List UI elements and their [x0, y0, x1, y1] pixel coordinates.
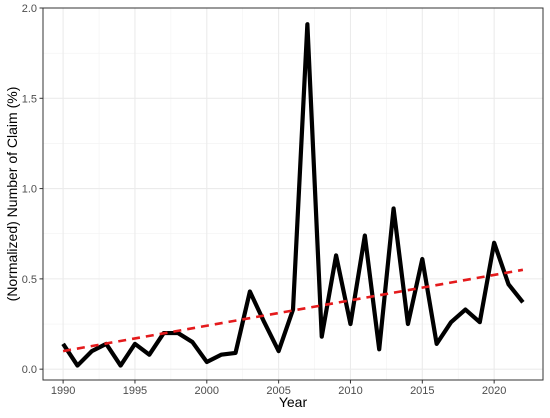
y-tick-label: 1.5: [22, 93, 37, 105]
x-tick-label: 2000: [195, 385, 219, 397]
trend-line: [62, 268, 524, 353]
claims-line: [61, 22, 525, 368]
y-tick-label: 1.0: [22, 184, 37, 196]
minor-grid: [43, 8, 543, 380]
series-layer: [61, 22, 525, 368]
x-tick-label: 1990: [51, 385, 75, 397]
y-axis-title: (Normalized) Number of Claim (%): [4, 87, 20, 302]
y-axis: 0.0 0.5 1.0 1.5 2.0: [22, 3, 43, 376]
panel-border: [42, 7, 544, 381]
x-tick-label: 1995: [123, 385, 147, 397]
x-tick-label: 2015: [410, 385, 434, 397]
x-tick-label: 2005: [266, 385, 290, 397]
panel-background: [43, 8, 543, 380]
y-tick-label: 2.0: [22, 3, 37, 15]
x-axis: 1990 1995 2000 2005 2010 2015 2020: [51, 380, 506, 397]
y-tick-label: 0.5: [22, 274, 37, 286]
x-tick-label: 2010: [338, 385, 362, 397]
x-axis-title: Year: [279, 394, 308, 410]
y-tick-label: 0.0: [22, 364, 37, 376]
x-tick-label: 2020: [482, 385, 506, 397]
